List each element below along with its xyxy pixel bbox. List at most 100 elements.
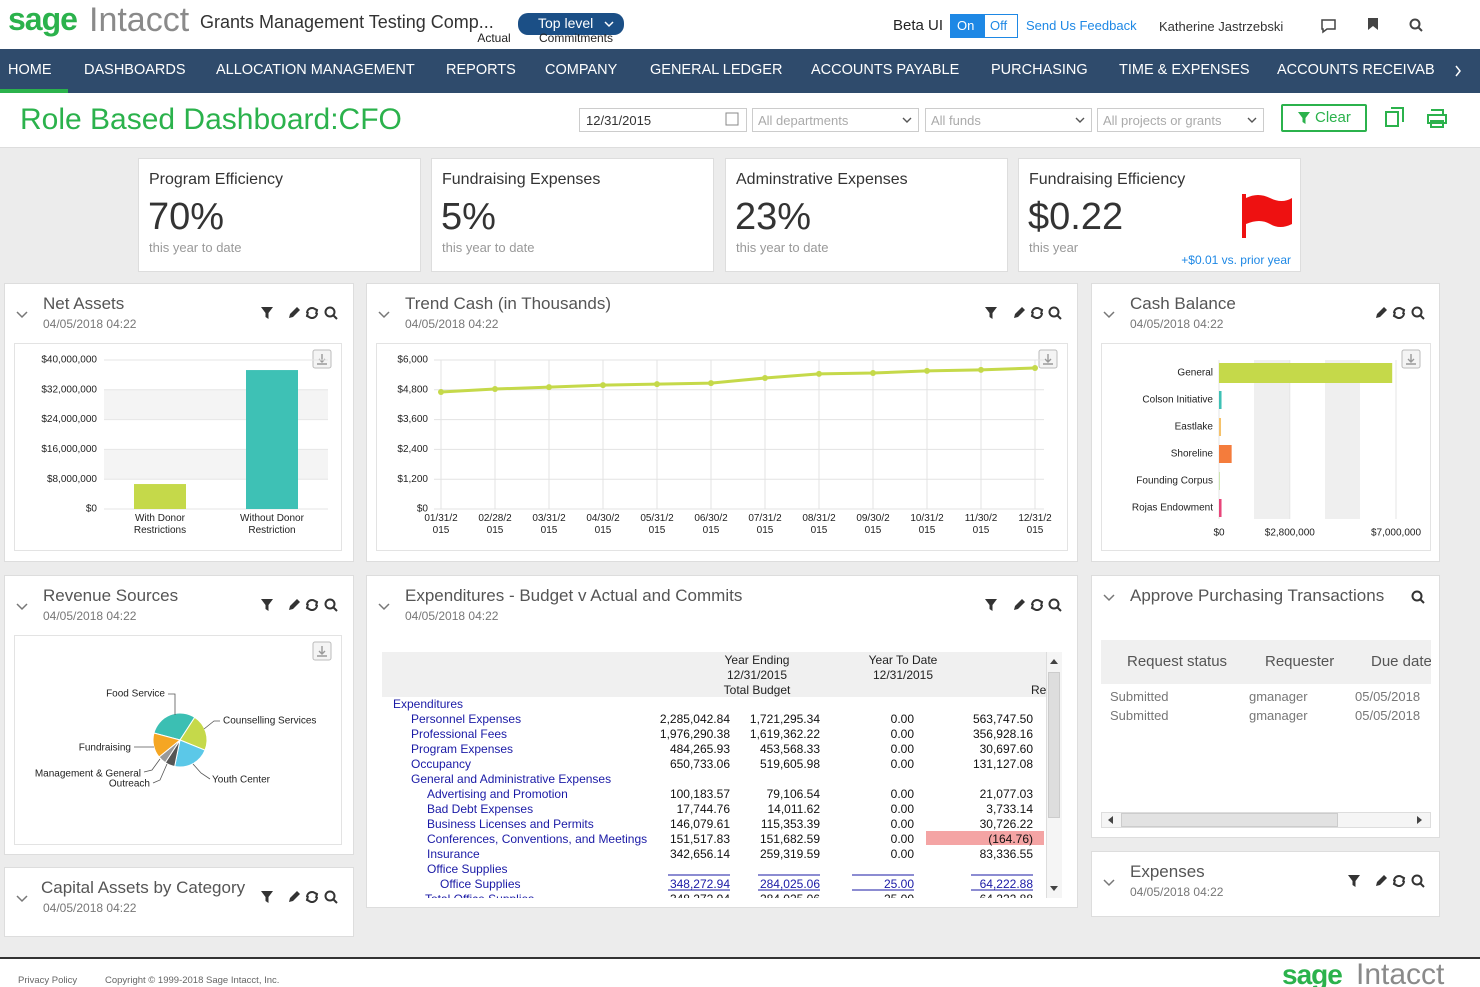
widget-title: Approve Purchasing Transactions [1130,586,1384,606]
cell-value: gmanager [1249,708,1308,724]
row-label[interactable]: Office Supplies [427,862,508,876]
kpi-value: 23% [735,195,811,241]
nav-item[interactable]: PURCHASING [991,62,1088,79]
purchasing-table: Request status Requester Due date Submitted… [1101,640,1431,810]
column-header: Commitments [426,31,726,45]
cell-value: 30,697.60 [733,742,1033,756]
x-tick-label: 05/31/2015 [639,513,675,537]
nav-item[interactable]: ALLOCATION MANAGEMENT [216,62,415,79]
expenditures-table: Year Ending12/31/2015Total BudgetYear To… [382,652,1046,898]
cell-value: 3,733.14 [733,802,1033,816]
cell-value: 563,747.50 [733,712,1033,726]
cell-value: 83,336.55 [733,847,1033,861]
widget-timestamp: 04/05/2018 04:22 [43,317,136,331]
row-label[interactable]: Expenditures [393,697,463,711]
nav-item[interactable]: ACCOUNTS RECEIVAB [1277,62,1435,79]
column-header: Year To Date [753,653,1046,667]
widget-title: Cash Balance [1130,294,1236,314]
x-tick-label: 11/30/2015 [963,513,999,537]
widget-title: Net Assets [43,294,124,314]
x-tick-label: 07/31/2015 [747,513,783,537]
toggle-off-label: Off [990,18,1007,34]
column-header[interactable]: Due date [1371,653,1431,671]
privacy-link[interactable]: Privacy Policy [18,975,77,986]
widget-timestamp: 04/05/2018 04:22 [405,609,498,623]
x-tick-label: 09/30/2015 [855,513,891,537]
kpi-note: +$0.01 vs. prior year [991,253,1291,267]
widget-title: Expenses [1130,862,1205,882]
column-header[interactable]: Request status [1127,653,1227,671]
x-tick-label: 12/31/2015 [1017,513,1053,537]
logo-sage: sage [8,0,77,38]
feedback-link[interactable]: Send Us Feedback [1026,18,1137,34]
x-tick-label: 06/30/2015 [693,513,729,537]
entity-button-label: Top level [538,15,593,32]
kpi-title: Adminstrative Expenses [736,170,908,189]
column-header[interactable]: Requester [1265,653,1334,671]
x-tick-label: With Donor Restrictions [120,513,200,537]
cell-value: (164.76) [733,832,1033,846]
nav-item[interactable]: TIME & EXPENSES [1119,62,1250,79]
x-tick-label: 02/28/2015 [477,513,513,537]
filter-select-label: All departments [758,113,848,129]
logo-intacct: Intacct [89,0,189,41]
widget-timestamp: 04/05/2018 04:22 [43,609,136,623]
cell-value: 356,928.16 [733,727,1033,741]
kpi-title: Fundraising Expenses [442,170,600,189]
filter-select-label: All projects or grants [1103,113,1222,129]
cell-value: 64,222.88 [733,877,1033,891]
row-label[interactable]: General and Administrative Expenses [411,772,611,786]
x-tick-label: 10/31/2015 [909,513,945,537]
x-tick-label: Without Donor Restriction [232,513,312,537]
column-header: Re [1031,683,1046,697]
beta-label: Beta UI [893,17,943,35]
column-header: 12/31/2015 [753,668,1046,682]
toggle-on-label: On [957,18,974,34]
cell-value: 131,127.08 [733,757,1033,771]
widget-timestamp: 04/05/2018 04:22 [1130,317,1223,331]
nav-item[interactable]: COMPANY [545,62,617,79]
widget-timestamp: 04/05/2018 04:22 [43,901,136,915]
kpi-caption: this year to date [736,240,829,256]
cell-value: gmanager [1249,689,1308,705]
nav-item[interactable]: REPORTS [446,62,516,79]
widget-title: Revenue Sources [43,586,178,606]
x-tick-label: 04/30/2015 [585,513,621,537]
cell-value: 05/05/2018 [1355,689,1420,705]
clear-button-label: Clear [1315,109,1351,127]
x-tick-label: 01/31/2015 [423,513,459,537]
kpi-caption: this year to date [442,240,535,256]
filter-select-label: All funds [931,113,981,129]
column-header: Total Budget [607,683,907,697]
cell-value: 64,222.88 [733,892,1033,898]
kpi-value: 5% [441,195,496,241]
widget-title: Trend Cash (in Thousands) [405,294,611,314]
kpi-value: 70% [148,195,224,241]
cell-value: 05/05/2018 [1355,708,1420,724]
cell-value: Submitted [1110,689,1169,705]
kpi-title: Program Efficiency [149,170,283,189]
widget-title: Capital Assets by Category [41,878,245,898]
dashboard-title: Role Based Dashboard:CFO [20,102,402,138]
widget-timestamp: 04/05/2018 04:22 [405,317,498,331]
x-tick-label: 08/31/2015 [801,513,837,537]
nav-item[interactable]: ACCOUNTS PAYABLE [811,62,959,79]
widget-title: Expenditures - Budget v Actual and Commi… [405,586,742,606]
user-name[interactable]: Katherine Jastrzebski [1159,19,1283,35]
kpi-value: $0.22 [1028,195,1123,241]
kpi-caption: this year to date [149,240,242,256]
x-tick-label: 03/31/2015 [531,513,567,537]
nav-item[interactable]: HOME [8,62,52,79]
cell-value: Submitted [1110,708,1169,724]
cell-value: 21,077.03 [733,787,1033,801]
nav-item[interactable]: DASHBOARDS [84,62,186,79]
widget-timestamp: 04/05/2018 04:22 [1130,885,1223,899]
date-value: 12/31/2015 [586,113,651,129]
footer-logo-intacct: Intacct [1356,957,1444,987]
copyright: Copyright © 1999-2018 Sage Intacct, Inc. [105,975,279,986]
footer-logo-sage: sage [1282,958,1342,987]
cell-value: 30,726.22 [733,817,1033,831]
nav-item[interactable]: GENERAL LEDGER [650,62,782,79]
